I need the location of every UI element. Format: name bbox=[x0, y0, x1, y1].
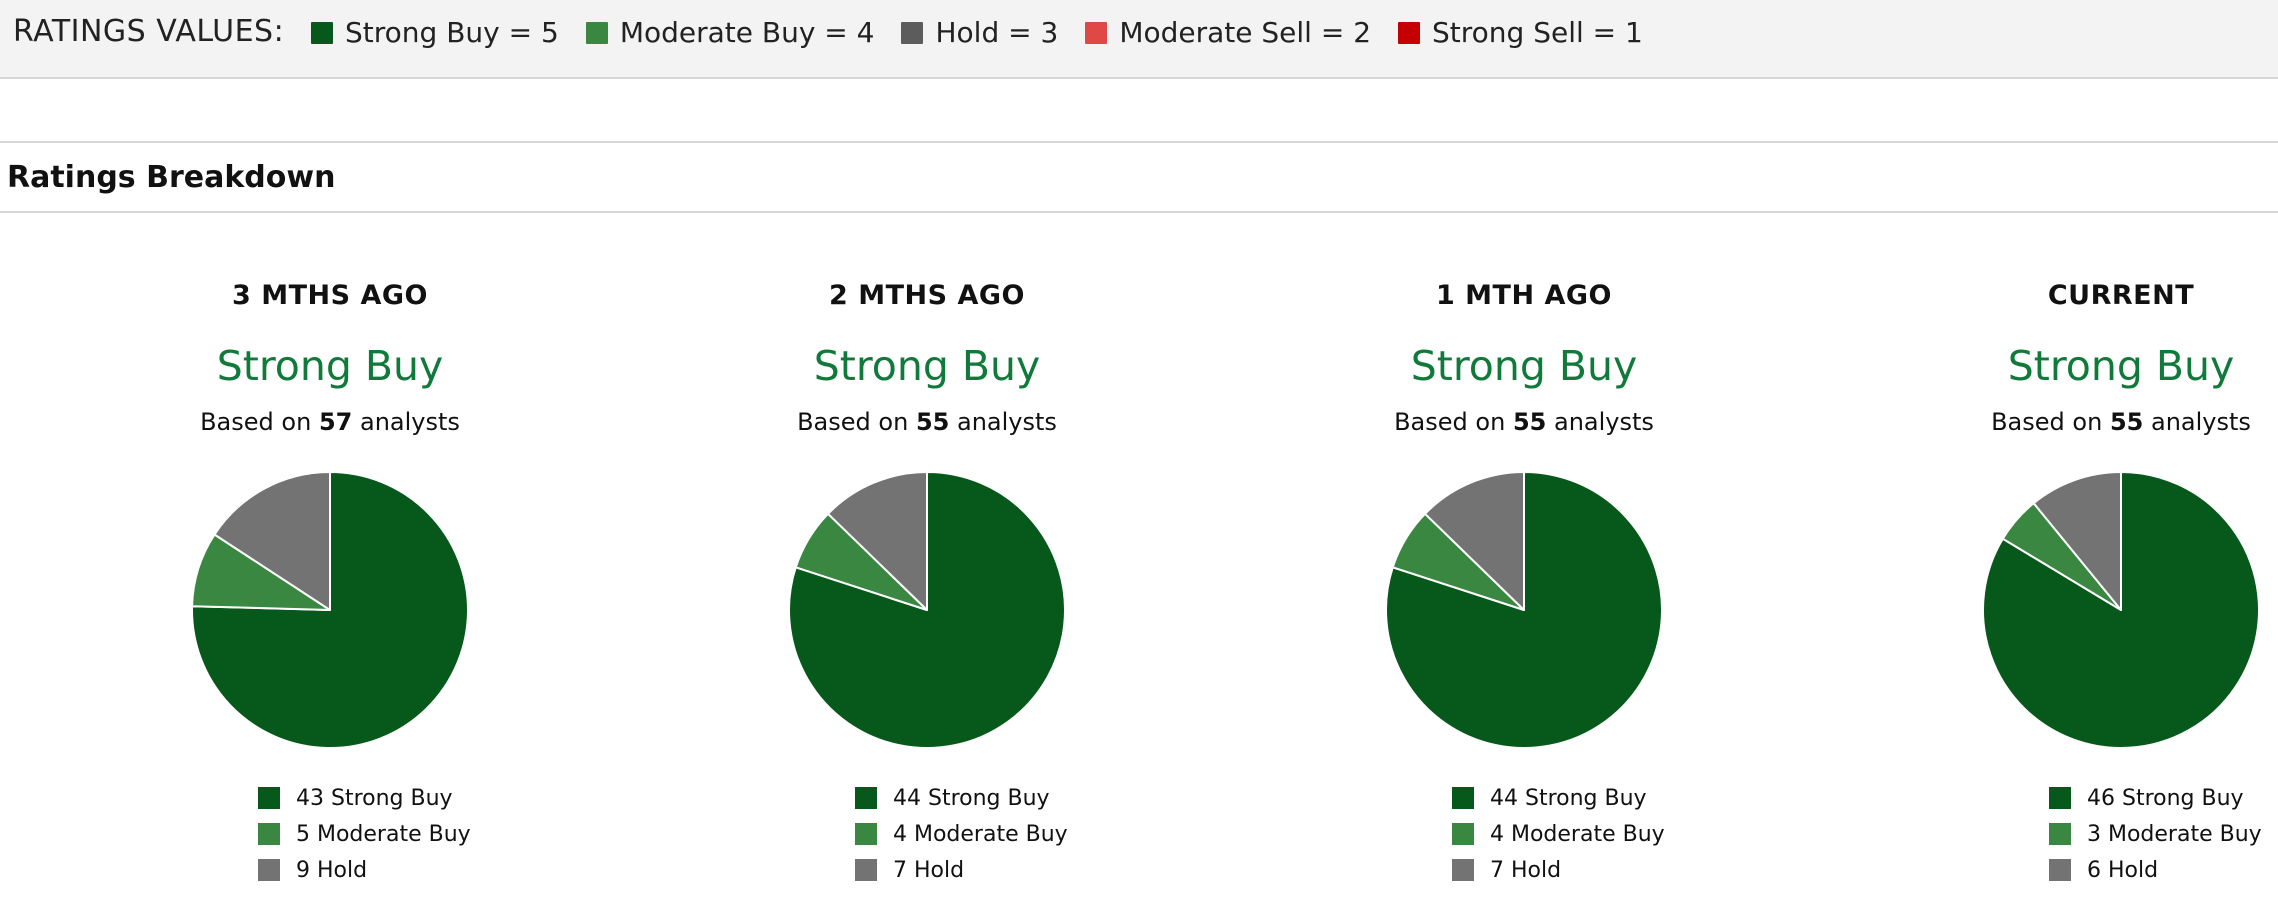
divider bbox=[0, 141, 2278, 143]
panel-period-title: CURRENT bbox=[2047, 280, 2195, 311]
legend-item-moderate-sell: Moderate Sell = 2 bbox=[1085, 16, 1371, 49]
analyst-count-text: Based on 55 analysts bbox=[627, 408, 1227, 436]
based-on-suffix: analysts bbox=[1553, 408, 1654, 436]
pie-legend-label: 7 Hold bbox=[1490, 857, 1562, 883]
pie-legend-row-strong-buy: 46 Strong Buy bbox=[2049, 780, 2262, 816]
legend-label-moderate-sell: Moderate Sell = 2 bbox=[1119, 16, 1372, 49]
strong-buy-swatch bbox=[855, 787, 877, 809]
hold-swatch bbox=[855, 859, 877, 881]
pie-legend-label: 3 Moderate Buy bbox=[2087, 821, 2262, 847]
legend-label-moderate-buy: Moderate Buy = 4 bbox=[619, 16, 875, 49]
hold-swatch bbox=[258, 859, 280, 881]
pie-legend-row-hold: 7 Hold bbox=[1452, 852, 1665, 888]
analyst-count: 55 bbox=[1512, 408, 1547, 436]
analyst-count: 57 bbox=[318, 408, 353, 436]
pie-legend-row-moderate-buy: 3 Moderate Buy bbox=[2049, 816, 2262, 852]
hold-swatch bbox=[2049, 859, 2071, 881]
moderate-buy-swatch bbox=[1452, 823, 1474, 845]
pie-chart bbox=[1385, 471, 1663, 749]
ratings-values-bar: RATINGS VALUES: Strong Buy = 5 Moderate … bbox=[0, 0, 2278, 79]
based-on-suffix: analysts bbox=[956, 408, 1057, 436]
consensus-rating: Strong Buy bbox=[1410, 342, 1638, 390]
analyst-count-text: Based on 57 analysts bbox=[30, 408, 630, 436]
moderate-sell-swatch bbox=[1085, 21, 1108, 44]
strong-buy-swatch bbox=[1452, 787, 1474, 809]
analyst-count: 55 bbox=[2109, 408, 2144, 436]
pie-legend-row-hold: 6 Hold bbox=[2049, 852, 2262, 888]
consensus-rating: Strong Buy bbox=[216, 342, 444, 390]
moderate-buy-swatch bbox=[585, 21, 608, 44]
pie-legend: 44 Strong Buy 4 Moderate Buy 7 Hold bbox=[855, 780, 1068, 888]
legend-item-moderate-buy: Moderate Buy = 4 bbox=[585, 16, 875, 49]
moderate-buy-swatch bbox=[258, 823, 280, 845]
based-on-prefix: Based on bbox=[1991, 408, 2103, 436]
panel-period-title: 3 MTHS AGO bbox=[232, 280, 428, 311]
ratings-panel-3-months-ago: 3 MTHS AGO Strong Buy Based on 57 analys… bbox=[30, 270, 630, 890]
strong-buy-swatch bbox=[311, 21, 333, 44]
panel-period-title: 1 MTH AGO bbox=[1436, 280, 1612, 311]
pie-legend-row-moderate-buy: 5 Moderate Buy bbox=[258, 816, 471, 852]
pie-legend-label: 43 Strong Buy bbox=[296, 785, 453, 811]
legend-label-strong-buy: Strong Buy = 5 bbox=[345, 16, 559, 49]
analyst-count-text: Based on 55 analysts bbox=[1224, 408, 1824, 436]
pie-legend-row-strong-buy: 44 Strong Buy bbox=[1452, 780, 1665, 816]
pie-slice-hold bbox=[213, 471, 331, 611]
based-on-prefix: Based on bbox=[797, 408, 909, 436]
ratings-values-legend: Strong Buy = 5 Moderate Buy = 4 Hold = 3… bbox=[311, 16, 1670, 49]
pie-slice-hold bbox=[1424, 471, 1525, 611]
consensus-rating: Strong Buy bbox=[2007, 342, 2235, 390]
pie-slice-hold bbox=[2032, 471, 2122, 611]
pie-legend-row-hold: 7 Hold bbox=[855, 852, 1068, 888]
pie-legend-label: 4 Moderate Buy bbox=[893, 821, 1068, 847]
pie-legend-row-hold: 9 Hold bbox=[258, 852, 471, 888]
based-on-suffix: analysts bbox=[359, 408, 460, 436]
hold-swatch bbox=[1452, 859, 1474, 881]
based-on-prefix: Based on bbox=[1394, 408, 1506, 436]
panel-period-title: 2 MTHS AGO bbox=[829, 280, 1025, 311]
ratings-panel-2-months-ago: 2 MTHS AGO Strong Buy Based on 55 analys… bbox=[627, 270, 1227, 890]
pie-legend-row-moderate-buy: 4 Moderate Buy bbox=[1452, 816, 1665, 852]
legend-item-strong-buy: Strong Buy = 5 bbox=[311, 16, 559, 49]
pie-legend-label: 6 Hold bbox=[2087, 857, 2159, 883]
strong-buy-swatch bbox=[2049, 787, 2071, 809]
section-divider bbox=[0, 211, 2278, 213]
pie-legend-label: 9 Hold bbox=[296, 857, 368, 883]
strong-sell-swatch bbox=[1398, 21, 1421, 44]
analyst-count: 55 bbox=[915, 408, 950, 436]
ratings-panel-1-month-ago: 1 MTH AGO Strong Buy Based on 55 analyst… bbox=[1224, 270, 1824, 890]
based-on-suffix: analysts bbox=[2150, 408, 2251, 436]
section-title: Ratings Breakdown bbox=[7, 160, 336, 195]
pie-chart bbox=[1982, 471, 2260, 749]
pie-legend-label: 44 Strong Buy bbox=[893, 785, 1050, 811]
pie-slice-hold bbox=[827, 471, 928, 611]
pie-legend-label: 44 Strong Buy bbox=[1490, 785, 1647, 811]
pie-chart bbox=[191, 471, 469, 749]
pie-legend-row-moderate-buy: 4 Moderate Buy bbox=[855, 816, 1068, 852]
legend-label-strong-sell: Strong Sell = 1 bbox=[1432, 16, 1643, 49]
moderate-buy-swatch bbox=[855, 823, 877, 845]
legend-item-strong-sell: Strong Sell = 1 bbox=[1398, 16, 1643, 49]
moderate-buy-swatch bbox=[2049, 823, 2071, 845]
pie-legend-label: 5 Moderate Buy bbox=[296, 821, 471, 847]
pie-legend-label: 7 Hold bbox=[893, 857, 965, 883]
hold-swatch bbox=[901, 21, 924, 44]
strong-buy-swatch bbox=[258, 787, 280, 809]
pie-legend-row-strong-buy: 43 Strong Buy bbox=[258, 780, 471, 816]
legend-label-hold: Hold = 3 bbox=[935, 16, 1059, 49]
based-on-prefix: Based on bbox=[200, 408, 312, 436]
pie-legend-label: 4 Moderate Buy bbox=[1490, 821, 1665, 847]
legend-item-hold: Hold = 3 bbox=[901, 16, 1058, 49]
ratings-values-label: RATINGS VALUES: bbox=[13, 14, 285, 49]
pie-chart bbox=[788, 471, 1066, 749]
consensus-rating: Strong Buy bbox=[813, 342, 1041, 390]
pie-legend: 44 Strong Buy 4 Moderate Buy 7 Hold bbox=[1452, 780, 1665, 888]
pie-legend: 43 Strong Buy 5 Moderate Buy 9 Hold bbox=[258, 780, 471, 888]
pie-legend: 46 Strong Buy 3 Moderate Buy 6 Hold bbox=[2049, 780, 2262, 888]
ratings-panel-current: CURRENT Strong Buy Based on 55 analysts … bbox=[1821, 270, 2278, 890]
analyst-count-text: Based on 55 analysts bbox=[1821, 408, 2278, 436]
pie-legend-label: 46 Strong Buy bbox=[2087, 785, 2244, 811]
pie-legend-row-strong-buy: 44 Strong Buy bbox=[855, 780, 1068, 816]
